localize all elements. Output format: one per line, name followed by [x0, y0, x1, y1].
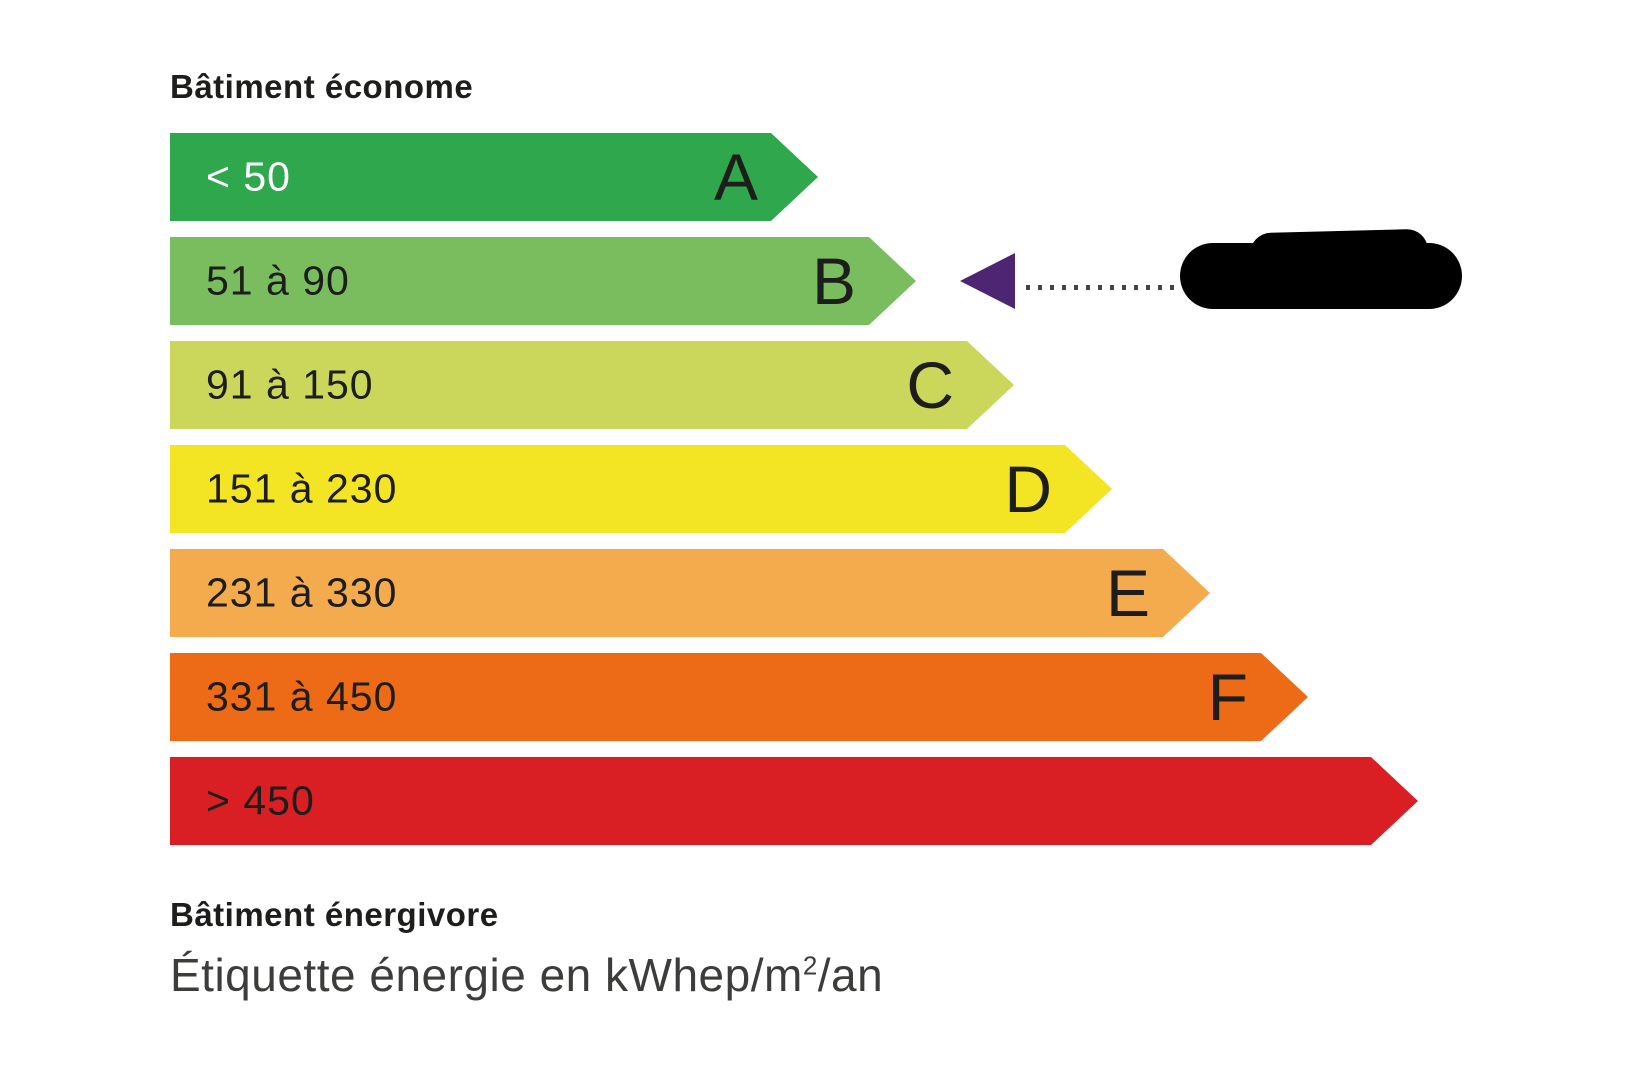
unit-caption-prefix: Étiquette énergie en kWhep/m	[170, 949, 803, 1001]
energy-class-bar-a: < 50 A	[170, 133, 818, 221]
class-letter: E	[1105, 556, 1150, 630]
unit-caption-superscript: 2	[802, 950, 818, 981]
energy-class-bar-c: 91 à 150 C	[170, 341, 1014, 429]
range-label: 231 à 330	[206, 569, 398, 616]
energy-class-bar-d: 151 à 230 D	[170, 445, 1112, 533]
energy-class-bar-f: 331 à 450 F	[170, 653, 1308, 741]
left-arrow-icon	[960, 253, 1015, 309]
range-label: > 450	[206, 777, 315, 824]
class-letter: F	[1207, 660, 1248, 734]
energy-class-bar-e: 231 à 330 E	[170, 549, 1210, 637]
class-letter: D	[1004, 452, 1052, 526]
dotted-leader-line	[1026, 285, 1178, 290]
range-label: < 50	[206, 153, 291, 200]
energy-class-bar-g: > 450	[170, 757, 1418, 845]
range-label: 51 à 90	[206, 257, 350, 304]
energy-class-bar-b: 51 à 90 B	[170, 237, 916, 325]
energy-intensive-building-label: Bâtiment énergivore	[170, 896, 499, 933]
class-letter: C	[906, 348, 954, 422]
energy-label-unit-caption: Étiquette énergie en kWhep/m2/an	[170, 948, 883, 1002]
class-letter: A	[713, 140, 758, 214]
range-label: 151 à 230	[206, 465, 398, 512]
range-label: 91 à 150	[206, 361, 374, 408]
unit-caption-suffix: /an	[817, 949, 884, 1001]
redaction-blob	[1180, 243, 1462, 309]
range-label: 331 à 450	[206, 673, 398, 720]
class-letter: B	[811, 244, 856, 318]
economical-building-label: Bâtiment économe	[170, 68, 474, 105]
